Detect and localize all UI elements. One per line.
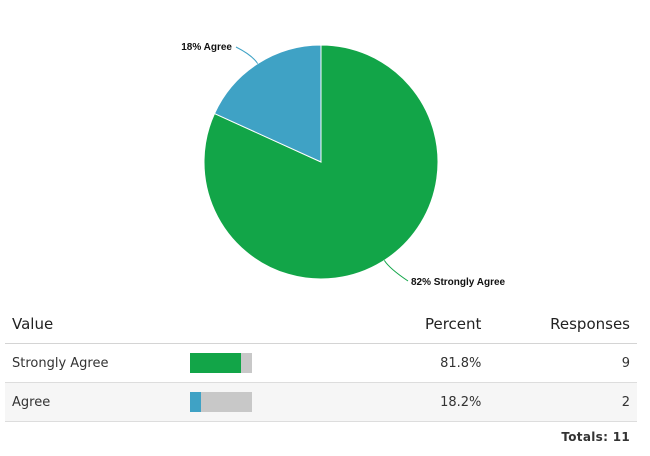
row-value: Strongly Agree bbox=[5, 343, 180, 383]
row-responses: 9 bbox=[488, 343, 637, 383]
pie-chart-svg: 82% Strongly Agree 18% Agree bbox=[181, 42, 506, 288]
row-responses: 2 bbox=[488, 382, 637, 422]
header-bar bbox=[179, 305, 377, 344]
header-value: Value bbox=[5, 305, 180, 344]
pie-chart: 82% Strongly Agree 18% Agree bbox=[181, 42, 506, 288]
results-table: Value Percent Responses Strongly Agree 8… bbox=[5, 305, 637, 422]
totals-label: Totals: bbox=[561, 430, 609, 444]
totals-value: 11 bbox=[612, 430, 630, 444]
row-bar-cell bbox=[179, 343, 377, 383]
pie-slice-label: 82% Strongly Agree bbox=[411, 277, 506, 288]
pie-leader-line bbox=[235, 46, 259, 64]
row-percent: 81.8% bbox=[376, 343, 489, 383]
pie-leader-line bbox=[383, 260, 409, 282]
header-percent: Percent bbox=[376, 305, 489, 344]
percent-bar-fill bbox=[189, 353, 241, 373]
totals: Totals: 11 bbox=[561, 430, 630, 444]
table-row: Strongly Agree 81.8% 9 bbox=[5, 343, 637, 383]
percent-bar-track bbox=[189, 353, 252, 373]
header-responses: Responses bbox=[488, 305, 637, 344]
table-header-row: Value Percent Responses bbox=[5, 305, 637, 344]
row-bar-cell bbox=[179, 382, 377, 422]
percent-bar-fill bbox=[189, 392, 202, 412]
percent-bar-track bbox=[189, 392, 252, 412]
pie-slice-agree bbox=[213, 44, 322, 163]
row-value: Agree bbox=[5, 382, 180, 422]
row-percent: 18.2% bbox=[376, 382, 489, 422]
pie-slice-label: 18% Agree bbox=[181, 42, 232, 53]
table-row: Agree 18.2% 2 bbox=[5, 382, 637, 422]
